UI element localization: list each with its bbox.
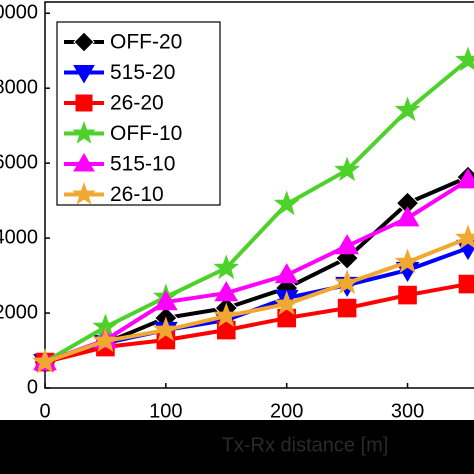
data-point <box>273 290 300 316</box>
plot-area <box>44 1 474 389</box>
data-point <box>92 327 119 353</box>
data-point <box>32 348 58 374</box>
y-tick-label: 10000 <box>0 2 38 24</box>
legend-label: 515-10 <box>110 153 175 176</box>
y-tick-label: 4000 <box>0 226 38 248</box>
data-point <box>213 302 240 328</box>
x-label-band <box>0 420 474 474</box>
data-point <box>152 316 179 342</box>
data-point <box>214 281 239 302</box>
x-tick-label: 200 <box>270 400 303 422</box>
legend-label: 515-20 <box>110 61 175 84</box>
legend-marker <box>73 65 95 84</box>
y-tick-label: 6000 <box>0 151 38 173</box>
data-point <box>394 248 421 274</box>
data-point <box>455 224 474 250</box>
x-tick-label: 300 <box>391 400 424 422</box>
legend: OFF-20 515-20 26-20 OFF-10 515-10 26-10 <box>56 21 221 206</box>
x-tick-label: 100 <box>149 400 182 422</box>
data-point <box>274 263 299 284</box>
data-point <box>398 285 417 305</box>
data-point <box>395 206 420 227</box>
x-axis-label: Tx-Rx distance [m] <box>222 434 389 456</box>
y-tick-label: 2000 <box>0 301 38 323</box>
data-point <box>394 96 421 122</box>
data-point <box>335 234 359 255</box>
y-tick-label: 8000 <box>0 76 38 98</box>
legend-label: OFF-20 <box>110 31 182 54</box>
legend-marker <box>73 153 95 172</box>
legend-label: 26-10 <box>110 183 164 206</box>
data-point <box>334 269 361 295</box>
data-point <box>273 190 300 216</box>
series-line <box>44 178 470 364</box>
legend-marker <box>72 182 96 205</box>
data-point <box>456 168 474 189</box>
legend-label: 26-20 <box>110 92 164 115</box>
y-tick-label: 0 <box>27 376 38 398</box>
data-point <box>455 46 474 72</box>
x-tick-label: 0 <box>39 400 50 422</box>
data-point <box>458 274 474 294</box>
series-line <box>44 236 469 364</box>
legend-marker <box>75 94 93 112</box>
data-point <box>337 298 357 318</box>
series-line <box>43 58 470 364</box>
legend-label: OFF-10 <box>110 122 182 145</box>
data-point <box>213 254 240 280</box>
legend-marker <box>73 31 95 53</box>
data-point <box>334 156 361 182</box>
data-point <box>153 290 178 311</box>
legend-marker <box>72 121 96 144</box>
